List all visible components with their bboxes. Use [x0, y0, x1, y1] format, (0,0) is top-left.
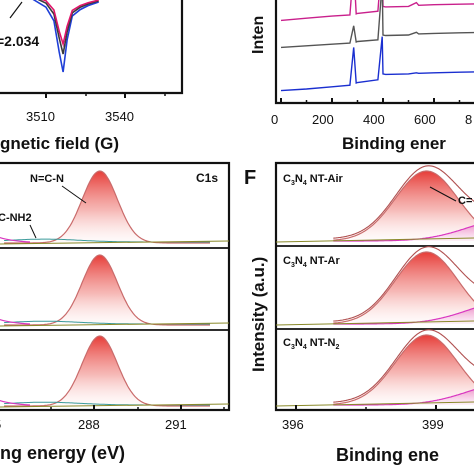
survey-series-line-1 — [280, 0, 474, 49]
n1s-peak-outline-0 — [333, 170, 474, 241]
n1s-peak-fill-0 — [333, 171, 474, 241]
c1s-label-arrow — [29, 224, 37, 239]
epr-xtick-label: 3540 — [105, 109, 134, 124]
epr-xaxis-label: gnetic field (G) — [0, 134, 119, 153]
n1s-sample-label-ar: C3N4 NT-Ar — [283, 255, 340, 269]
survey-xtick-label: 600 — [414, 112, 436, 127]
c1s-peak-fill-1 — [4, 255, 210, 325]
c1s-xtick-label: 291 — [165, 417, 187, 432]
n1s-peak-outline-1 — [333, 251, 474, 324]
c1s-envelope-2 — [4, 335, 210, 407]
panel-letter-f: F — [244, 167, 256, 189]
epr-series-line-1 — [37, 0, 99, 55]
n1s-peak-fill-2 — [333, 335, 474, 405]
c1s-peak-label-cnh2: C-NH2 — [0, 212, 32, 224]
epr-annotation-arrow — [9, 1, 23, 19]
n1s-peak-outline-2 — [333, 334, 474, 405]
c1s-axis-frame — [0, 161, 231, 412]
epr-axis-frame — [0, 0, 184, 95]
epr-gvalue-annotation: =2.034 — [0, 33, 39, 49]
n1s-peak-label: C= — [458, 195, 472, 207]
c1s-envelope-0 — [4, 170, 210, 244]
survey-xtick-label: 200 — [312, 112, 334, 127]
survey-yaxis-label: Inten — [250, 16, 267, 54]
c1s-title: C1s — [196, 171, 218, 185]
c1s-baseline-2 — [0, 403, 230, 408]
n1s-label-arrow — [429, 186, 457, 202]
c1s-xtick-label: 288 — [78, 417, 100, 432]
epr-panel: =2.034 3510 3540 gnetic field (G) — [0, 0, 184, 153]
c1s-peak-fill-2 — [4, 336, 210, 406]
c1s-envelope-1 — [4, 254, 210, 326]
n1s-envelope-2 — [333, 329, 474, 403]
survey-series-group — [280, 0, 474, 92]
n1s-peak-fill-1 — [333, 252, 474, 324]
c1s-peaks-group — [0, 170, 230, 408]
survey-xaxis-label: Binding ener — [342, 134, 446, 153]
survey-series-line-0 — [280, 0, 474, 22]
n1s-xtick-label: 399 — [422, 417, 444, 432]
n1s-xaxis-label: Binding ene — [336, 445, 439, 465]
c1s-xtick-label: 5 — [0, 417, 1, 432]
c1s-baseline-1 — [0, 322, 230, 327]
n1s-peaks-group — [275, 165, 474, 407]
epr-series-line-2 — [41, 0, 99, 48]
c1s-panel: C1s N=C-N C-NH2 5 288 291 ng energy (eV) — [0, 161, 231, 463]
epr-series-line-0 — [32, 0, 99, 73]
n1s-axis-frame — [274, 161, 474, 412]
survey-xtick-label: 400 — [363, 112, 385, 127]
survey-xtick-label: 0 — [271, 112, 278, 127]
n1s-baseline-1 — [275, 320, 474, 326]
n1s-sample-label-n2: C3N4 NT-N2 — [283, 337, 339, 351]
n1s-baseline-2 — [275, 401, 474, 407]
c1s-baseline-0 — [0, 240, 230, 245]
n1s-panel: F Intensity (a.u.) C3N4 NT-Air C3N4 NT-A… — [244, 161, 474, 465]
c1s-edge-component-2 — [0, 399, 31, 406]
c1s-label-arrow — [61, 185, 87, 204]
n1s-envelope-0 — [333, 165, 474, 239]
c1s-peak-label-ncn: N=C-N — [30, 173, 64, 185]
survey-panel: Inten 0 200 400 600 8 Binding ener — [250, 0, 474, 153]
n1s-xtick-label: 396 — [282, 417, 304, 432]
c1s-edge-component-0 — [0, 236, 31, 243]
n1s-baseline-0 — [275, 237, 474, 243]
n1s-envelope-1 — [333, 246, 474, 322]
survey-series-line-2 — [280, 36, 474, 92]
epr-xtick-label: 3510 — [26, 109, 55, 124]
c1s-xaxis-label: ng energy (eV) — [0, 443, 125, 463]
c1s-peak-fill-0 — [4, 171, 210, 243]
c1s-edge-component-1 — [0, 318, 31, 325]
survey-axis-frame — [274, 0, 474, 105]
n1s-yaxis-label: Intensity (a.u.) — [249, 257, 268, 372]
survey-xtick-label: 8 — [465, 112, 472, 127]
survey-xticks — [280, 98, 461, 103]
n1s-sample-label-air: C3N4 NT-Air — [283, 173, 343, 187]
epr-series-group — [32, 0, 99, 73]
